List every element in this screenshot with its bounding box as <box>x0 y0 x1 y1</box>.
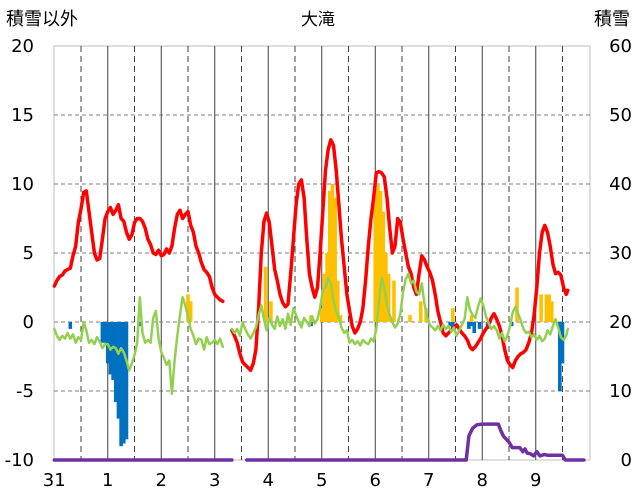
series-line <box>52 189 225 304</box>
bar-orange <box>333 197 337 322</box>
bar-orange <box>384 253 388 322</box>
right-tick-label: 40 <box>609 174 632 195</box>
right-tick-label: 30 <box>609 243 632 264</box>
bar-orange <box>547 294 551 322</box>
left-tick-label: 5 <box>23 243 34 264</box>
bar-orange <box>269 301 273 322</box>
bar-orange <box>322 273 327 322</box>
bar-orange <box>319 308 324 322</box>
bar-orange <box>330 184 335 322</box>
left-tick-label: 20 <box>11 36 34 57</box>
series-line <box>230 138 570 373</box>
bar-orange <box>544 294 549 322</box>
right-tick-label: 10 <box>609 381 632 402</box>
bar-blue <box>560 322 565 364</box>
bar-blue <box>467 322 471 329</box>
bar-orange <box>392 280 396 322</box>
x-tick-label: 4 <box>263 470 274 491</box>
x-tick-label: 2 <box>156 470 167 491</box>
bar-orange <box>539 294 543 322</box>
bar-orange <box>378 190 383 322</box>
chart-title: 大滝 <box>301 10 335 30</box>
series-line <box>53 295 225 396</box>
right-tick-label: 60 <box>609 36 632 57</box>
x-tick-label: 31 <box>43 470 66 491</box>
bar-blue <box>103 322 107 343</box>
left-tick-label: -10 <box>5 450 34 471</box>
bar-orange <box>418 301 423 322</box>
bar-orange <box>338 315 343 322</box>
bar-orange <box>336 280 340 322</box>
bar-orange <box>263 266 268 322</box>
bar-blue <box>122 322 126 444</box>
bar-blue <box>119 322 123 447</box>
bar-blue <box>477 322 482 329</box>
bar-orange <box>515 287 519 322</box>
right-tick-label: 0 <box>621 450 632 471</box>
x-tick-label: 8 <box>477 470 488 491</box>
bar-blue <box>138 322 142 327</box>
bar-blue <box>116 322 121 419</box>
bar-orange <box>469 315 474 322</box>
bar-orange <box>325 253 329 322</box>
bar-orange <box>408 315 412 322</box>
right-tick-label: 20 <box>609 312 632 333</box>
bar-blue <box>113 322 118 403</box>
left-tick-label: 10 <box>11 174 34 195</box>
x-tick-label: 3 <box>209 470 220 491</box>
bar-orange <box>451 308 455 322</box>
x-tick-label: 1 <box>102 470 113 491</box>
x-tick-label: 5 <box>316 470 327 491</box>
x-tick-label: 6 <box>370 470 381 491</box>
left-tick-label: 15 <box>11 105 34 126</box>
bar-orange <box>386 273 391 322</box>
x-tick-label: 7 <box>423 470 434 491</box>
right-tick-label: 50 <box>609 105 632 126</box>
bar-blue <box>68 322 73 329</box>
bar-blue <box>451 322 455 329</box>
bar-blue <box>558 322 562 391</box>
right-axis-label: 積雪 <box>594 9 630 30</box>
bar-orange <box>188 301 193 322</box>
series-line <box>230 272 570 347</box>
bar-blue <box>100 322 105 343</box>
bar-orange <box>381 211 386 322</box>
bar-blue <box>124 322 129 440</box>
series-line <box>245 422 586 462</box>
lines-layer <box>52 138 586 462</box>
left-tick-label: -5 <box>16 381 34 402</box>
x-tick-label: 9 <box>530 470 541 491</box>
left-axis-label: 積雪以外 <box>6 9 78 30</box>
bar-blue <box>448 322 452 327</box>
bar-orange <box>327 190 332 322</box>
bar-blue <box>472 322 477 334</box>
bar-blue <box>469 322 474 327</box>
bar-orange <box>373 184 378 322</box>
left-tick-label: 0 <box>23 312 34 333</box>
bar-orange <box>186 294 190 322</box>
bar-blue <box>105 322 110 364</box>
bar-orange <box>376 184 380 322</box>
bar-orange <box>550 301 554 322</box>
bar-blue <box>111 322 115 380</box>
